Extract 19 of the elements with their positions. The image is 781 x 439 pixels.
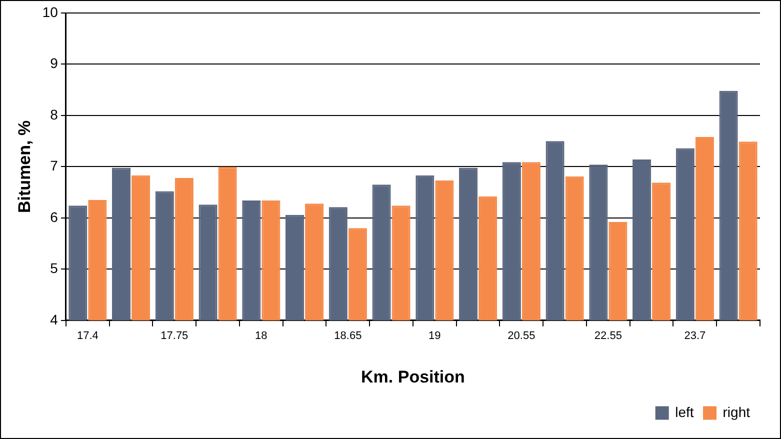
y-tick-label: 5: [50, 260, 58, 276]
y-axis-title: Bitumen, %: [14, 120, 34, 213]
y-tick-label: 10: [42, 4, 58, 20]
x-axis-title: Km. Position: [361, 367, 465, 386]
y-tick-label: 4: [50, 311, 58, 328]
x-tick-label: 17.75: [160, 330, 188, 342]
x-tick-label: 18: [255, 330, 268, 342]
x-tick-label: 19: [428, 330, 441, 342]
legend-label: left: [675, 404, 694, 420]
x-tick-label: 17.4: [76, 330, 98, 342]
y-tick-label: 8: [50, 106, 58, 122]
x-tick-label: 22.55: [594, 330, 622, 342]
x-tick-label: 20.55: [508, 330, 536, 342]
y-tick-label: 9: [50, 55, 58, 72]
x-tick-label: 23.7: [684, 330, 706, 342]
y-tick-label: 6: [50, 208, 58, 225]
y-tick-label: 7: [50, 158, 58, 174]
x-tick-label: 18.65: [334, 330, 362, 342]
legend-label: right: [722, 404, 750, 420]
